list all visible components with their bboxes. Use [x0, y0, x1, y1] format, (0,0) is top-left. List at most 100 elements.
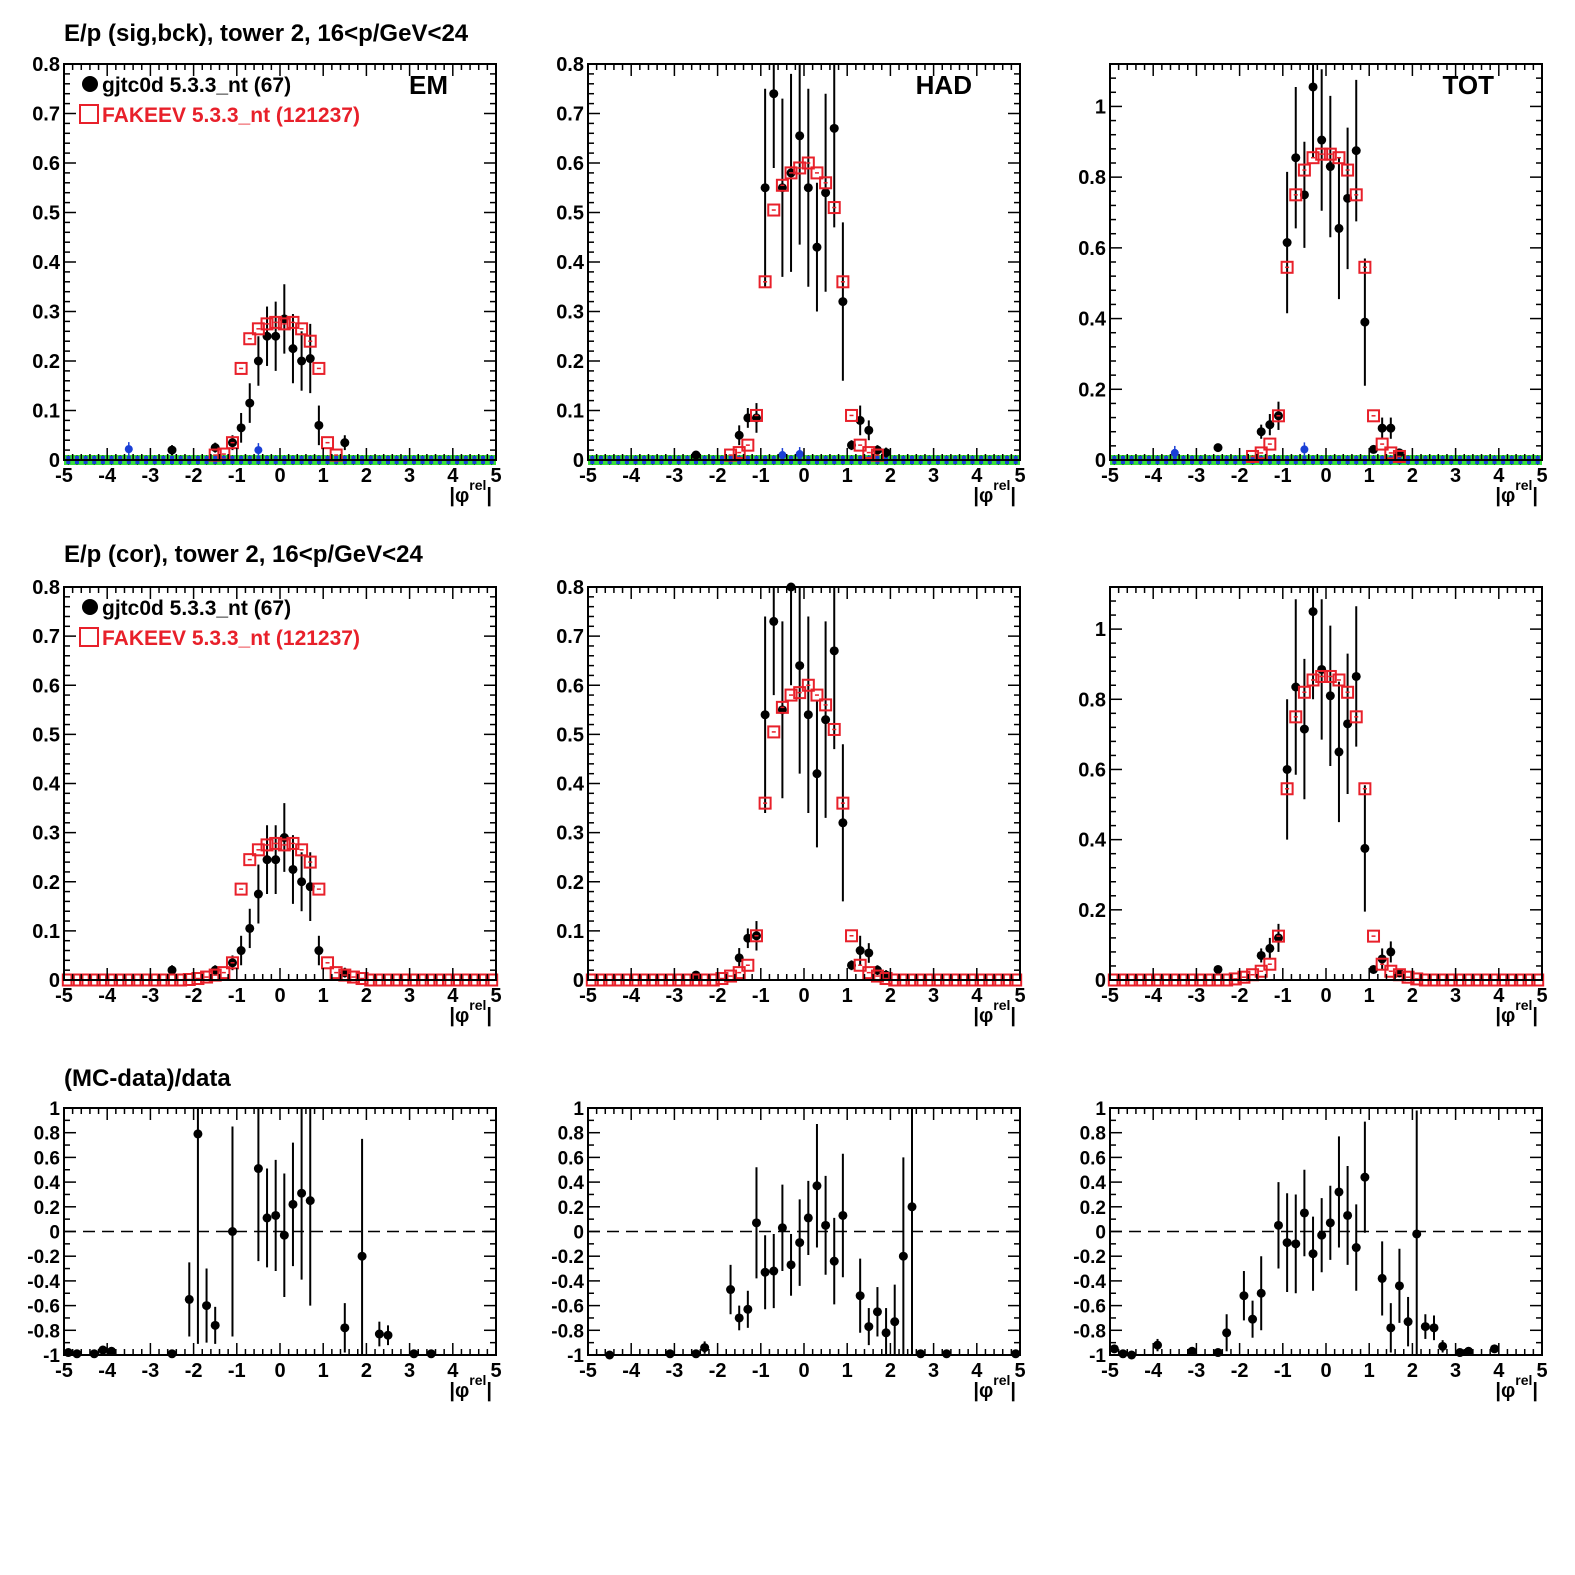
y-tick-label: 0.8 — [556, 54, 584, 76]
data-point — [1291, 153, 1301, 163]
x-tick-label: 3 — [404, 1360, 415, 1382]
data-point — [1213, 443, 1223, 453]
x-tick-label: 3 — [928, 465, 939, 487]
data-point — [700, 1343, 710, 1353]
y-tick-label: 0.4 — [34, 1173, 61, 1194]
x-tick-label: -2 — [709, 985, 727, 1007]
y-tick-label: 0.1 — [556, 921, 584, 943]
mc-point — [312, 882, 326, 896]
y-tick-label: 0.1 — [32, 401, 60, 423]
x-tick-label: 1 — [318, 1360, 329, 1382]
x-tick-label: -5 — [1101, 1360, 1119, 1382]
column-label-had: HAD — [916, 70, 972, 100]
data-point — [227, 1227, 237, 1236]
mc-point — [749, 929, 763, 943]
panel-sig-tot: -5 -4 -3 -2 -1 0 1 2 3 4 5 0 0.2 0.4 0.6 0.8 1 |φrel| TOT — [1078, 63, 1548, 507]
data-point — [340, 1323, 350, 1333]
mc-point — [1341, 163, 1355, 177]
plot-frame — [1109, 586, 1543, 981]
mc-point — [329, 966, 343, 980]
data-point — [1308, 1249, 1318, 1259]
x-tick-label: 5 — [1536, 465, 1547, 487]
data-point — [236, 423, 246, 433]
x-tick-label: -3 — [666, 1360, 684, 1382]
x-tick-label: 5 — [1014, 465, 1025, 487]
mc-point — [775, 178, 789, 192]
mc-point — [732, 446, 746, 460]
data-point — [1351, 671, 1361, 681]
data-point — [1308, 82, 1318, 92]
mc-point — [225, 956, 239, 970]
y-tick-label: 0.4 — [556, 252, 585, 274]
y-tick-label: 0 — [49, 450, 60, 472]
mc-point — [845, 929, 859, 943]
x-tick-label: 0 — [798, 465, 809, 487]
mc-point — [1384, 446, 1398, 460]
y-tick-label: 0.8 — [1078, 167, 1106, 189]
mc-point — [810, 688, 824, 702]
y-tick-label: 0.8 — [1080, 1124, 1106, 1145]
data-point — [1489, 1344, 1499, 1354]
data-point — [1109, 1344, 1119, 1354]
mc-point — [870, 969, 884, 983]
mc-point — [1263, 437, 1277, 451]
mc-point — [836, 796, 850, 810]
mc-point — [346, 970, 360, 984]
y-tick-label: 0.3 — [556, 823, 584, 845]
y-tick-label: 1 — [1095, 1099, 1106, 1120]
data-point — [1308, 607, 1318, 617]
y-tick-label: -1 — [1089, 1346, 1106, 1367]
y-tick-label: 0 — [49, 1223, 60, 1244]
mc-point — [243, 853, 257, 867]
data-point — [1360, 317, 1370, 327]
mc-point — [767, 203, 781, 217]
data-point — [1334, 747, 1344, 757]
data-point — [253, 889, 263, 899]
mc-point — [295, 322, 309, 336]
data-point — [167, 445, 177, 455]
mc-point — [303, 855, 317, 869]
mc-point — [277, 317, 291, 331]
data-point — [253, 356, 263, 366]
mc-point — [1349, 710, 1363, 724]
y-tick-label: 1 — [49, 1099, 60, 1120]
mc-point — [810, 166, 824, 180]
x-tick-label: -5 — [1101, 465, 1119, 487]
x-axis-label-sup: rel — [993, 997, 1010, 1013]
data-point — [881, 1328, 891, 1338]
data-point — [734, 1313, 744, 1323]
row-title-sig: E/p (sig,bck), tower 2, 16<p/GeV<24 — [64, 20, 469, 47]
mc-point — [836, 275, 850, 289]
y-tick-label: 0.3 — [556, 302, 584, 324]
x-tick-label: 4 — [447, 985, 459, 1007]
data-point — [305, 1196, 315, 1206]
data-point — [691, 450, 701, 460]
panel-ratio-em: -5 -4 -3 -2 -1 0 1 2 3 4 5 -1 -0.8 -0.6 -0.4 -0.2 0 0.2 0.… — [27, 1099, 501, 1402]
data-point — [340, 438, 350, 448]
data-point — [821, 188, 831, 198]
x-axis-label-main: |φ — [1495, 1380, 1515, 1402]
x-axis-label-sup: rel — [469, 477, 486, 493]
legend-mc-label: FAKEEV 5.3.3_nt (121237) — [102, 104, 360, 127]
y-tick-label: 0.8 — [32, 577, 60, 599]
data-point — [751, 1218, 761, 1228]
data-point — [1343, 1210, 1353, 1220]
y-tick-label: 0.8 — [32, 54, 60, 76]
x-tick-label: -5 — [579, 985, 597, 1007]
data-point — [262, 1213, 272, 1223]
y-tick-label: 0.5 — [556, 724, 584, 746]
x-tick-label: -5 — [55, 1360, 73, 1382]
y-tick-label: 0.2 — [32, 351, 60, 373]
x-tick-label: 0 — [274, 985, 285, 1007]
mc-point — [243, 332, 257, 346]
data-point — [297, 356, 307, 366]
x-axis-label: |φrel| — [1495, 477, 1538, 507]
mc-point — [767, 725, 781, 739]
mc-point — [321, 956, 335, 970]
data-point — [760, 183, 770, 193]
y-tick-label: 0.3 — [32, 823, 60, 845]
mc-point — [1367, 409, 1381, 423]
mc-point — [225, 436, 239, 450]
data-point — [288, 1199, 298, 1209]
data-point — [812, 769, 822, 779]
